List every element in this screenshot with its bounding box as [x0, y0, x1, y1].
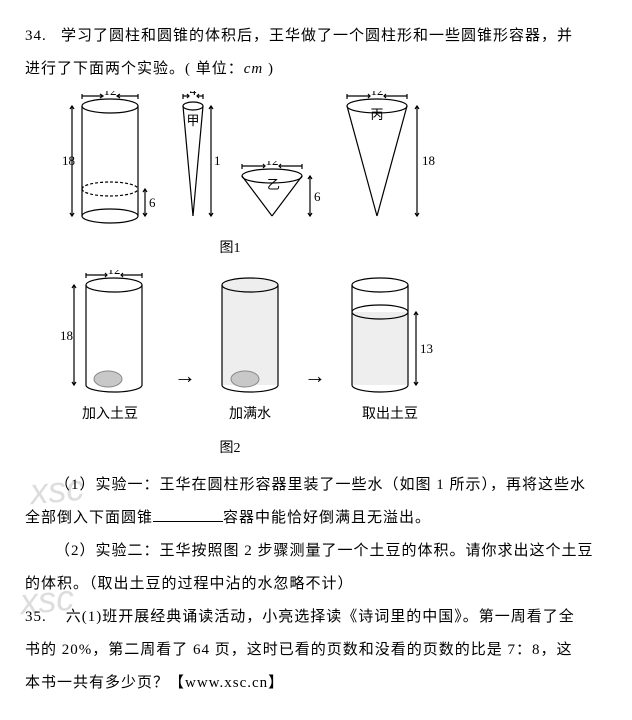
fig1-cone-c-h: 18 — [422, 153, 435, 168]
fig1-cone-b-label: 乙 — [267, 177, 280, 192]
fig1-cone-a-top: 4 — [190, 91, 197, 98]
fig2-step1-label: 加入土豆 — [60, 400, 160, 431]
fig1-cyl-h: 18 — [62, 153, 75, 168]
blank-input[interactable] — [153, 506, 223, 522]
figure-2: 12 18 加入土豆 → 加满水 → — [60, 270, 607, 465]
q34-p2b: 的体积。（取出土豆的过程中沾的水忽略不计） — [25, 576, 354, 592]
fig1-cyl-top: 12 — [104, 91, 117, 98]
q34-p1b: 全部倒入下面圆锥 — [25, 510, 153, 526]
fig2-h: 18 — [60, 328, 73, 343]
fig2-step2-label: 加满水 — [210, 400, 290, 431]
q34-intro-c: ) — [263, 61, 274, 77]
fig1-cone-c: 12 丙 18 — [335, 91, 435, 231]
fig1-cone-c-top: 12 — [371, 91, 384, 98]
q34-number: 34. — [25, 28, 47, 44]
fig1-cone-a-label: 甲 — [186, 113, 199, 128]
fig2-step3-label: 取出土豆 — [340, 400, 440, 431]
fig1-cone-a-h: 18 — [214, 153, 220, 168]
fig1-caption: 图1 — [60, 234, 400, 265]
fig1-cone-a: 4 甲 18 — [165, 91, 220, 231]
fig2-caption: 图2 — [60, 434, 400, 465]
fig1-cone-b-top: 12 — [266, 161, 279, 168]
q34-p1a: （1）实验一：王华在圆柱形容器里装了一些水（如图 1 所示），再将这些水 — [55, 477, 586, 493]
fig2-water-end: 13 — [420, 341, 433, 356]
q35-l2: 书的 20%，第二周看了 64 页，这时已看的页数和没看的页数的比是 7：8，这 — [25, 642, 573, 658]
figure-1: 12 18 6 4 甲 18 — [60, 91, 607, 265]
fig1-cylinder: 12 18 6 — [60, 91, 155, 231]
fig2-step1-svg: 12 18 — [60, 270, 160, 400]
arrow-icon: → — [300, 352, 330, 430]
q35-l3: 本书一共有多少页？【www.xsc.cn】 — [25, 675, 284, 691]
q34-p2a: （2）实验二：王华按照图 2 步骤测量了一个土豆的体积。请你求出这个土豆 — [55, 543, 594, 559]
arrow-icon: → — [170, 352, 200, 430]
q34-p1c: 容器中能恰好倒满且无溢出。 — [223, 510, 431, 526]
q34-intro-a: 学习了圆柱和圆锥的体积后，王华做了一个圆柱形和一些圆锥形容器，并 — [61, 28, 573, 44]
unit-cm: cm — [244, 61, 264, 77]
fig2-step2-svg — [210, 270, 290, 400]
fig1-cone-b-h: 6 — [314, 189, 321, 204]
fig1-cyl-water: 6 — [149, 195, 155, 210]
q34-intro-b: 进行了下面两个实验。( 单位： — [25, 61, 244, 77]
fig1-cone-c-label: 丙 — [370, 107, 383, 122]
fig1-cone-b: 12 乙 6 — [230, 161, 325, 231]
q35-number: 35. — [25, 609, 47, 625]
fig2-step3-svg: 13 — [340, 270, 440, 400]
q35-l1: 六(1)班开展经典诵读活动，小亮选择读《诗词里的中国》。第一周看了全 — [66, 609, 575, 625]
fig2-top: 12 — [108, 270, 121, 277]
